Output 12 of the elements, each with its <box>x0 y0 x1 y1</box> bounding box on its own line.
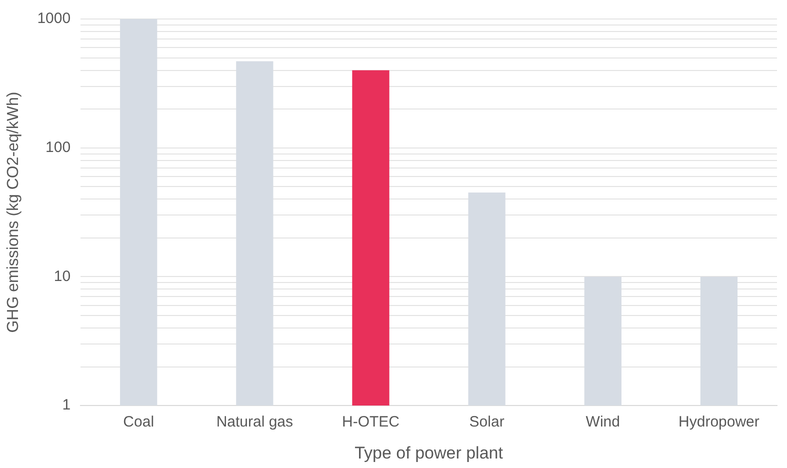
y-axis-title: GHG emissions (kg CO2-eq/kWh) <box>5 92 22 333</box>
x-tick-label: Natural gas <box>216 414 294 431</box>
x-tick-label: H-OTEC <box>342 414 400 431</box>
y-tick-label: 100 <box>46 139 71 156</box>
x-tick-label: Wind <box>586 414 620 431</box>
x-tick-label: Hydropower <box>678 414 760 431</box>
x-tick-label: Solar <box>469 414 504 431</box>
y-tick-label: 1000 <box>37 10 71 28</box>
x-tick-label: Coal <box>123 414 154 431</box>
y-tick-label: 1 <box>62 396 71 414</box>
y-tick-label: 10 <box>54 268 71 285</box>
x-axis-title: Type of power plant <box>354 443 504 462</box>
